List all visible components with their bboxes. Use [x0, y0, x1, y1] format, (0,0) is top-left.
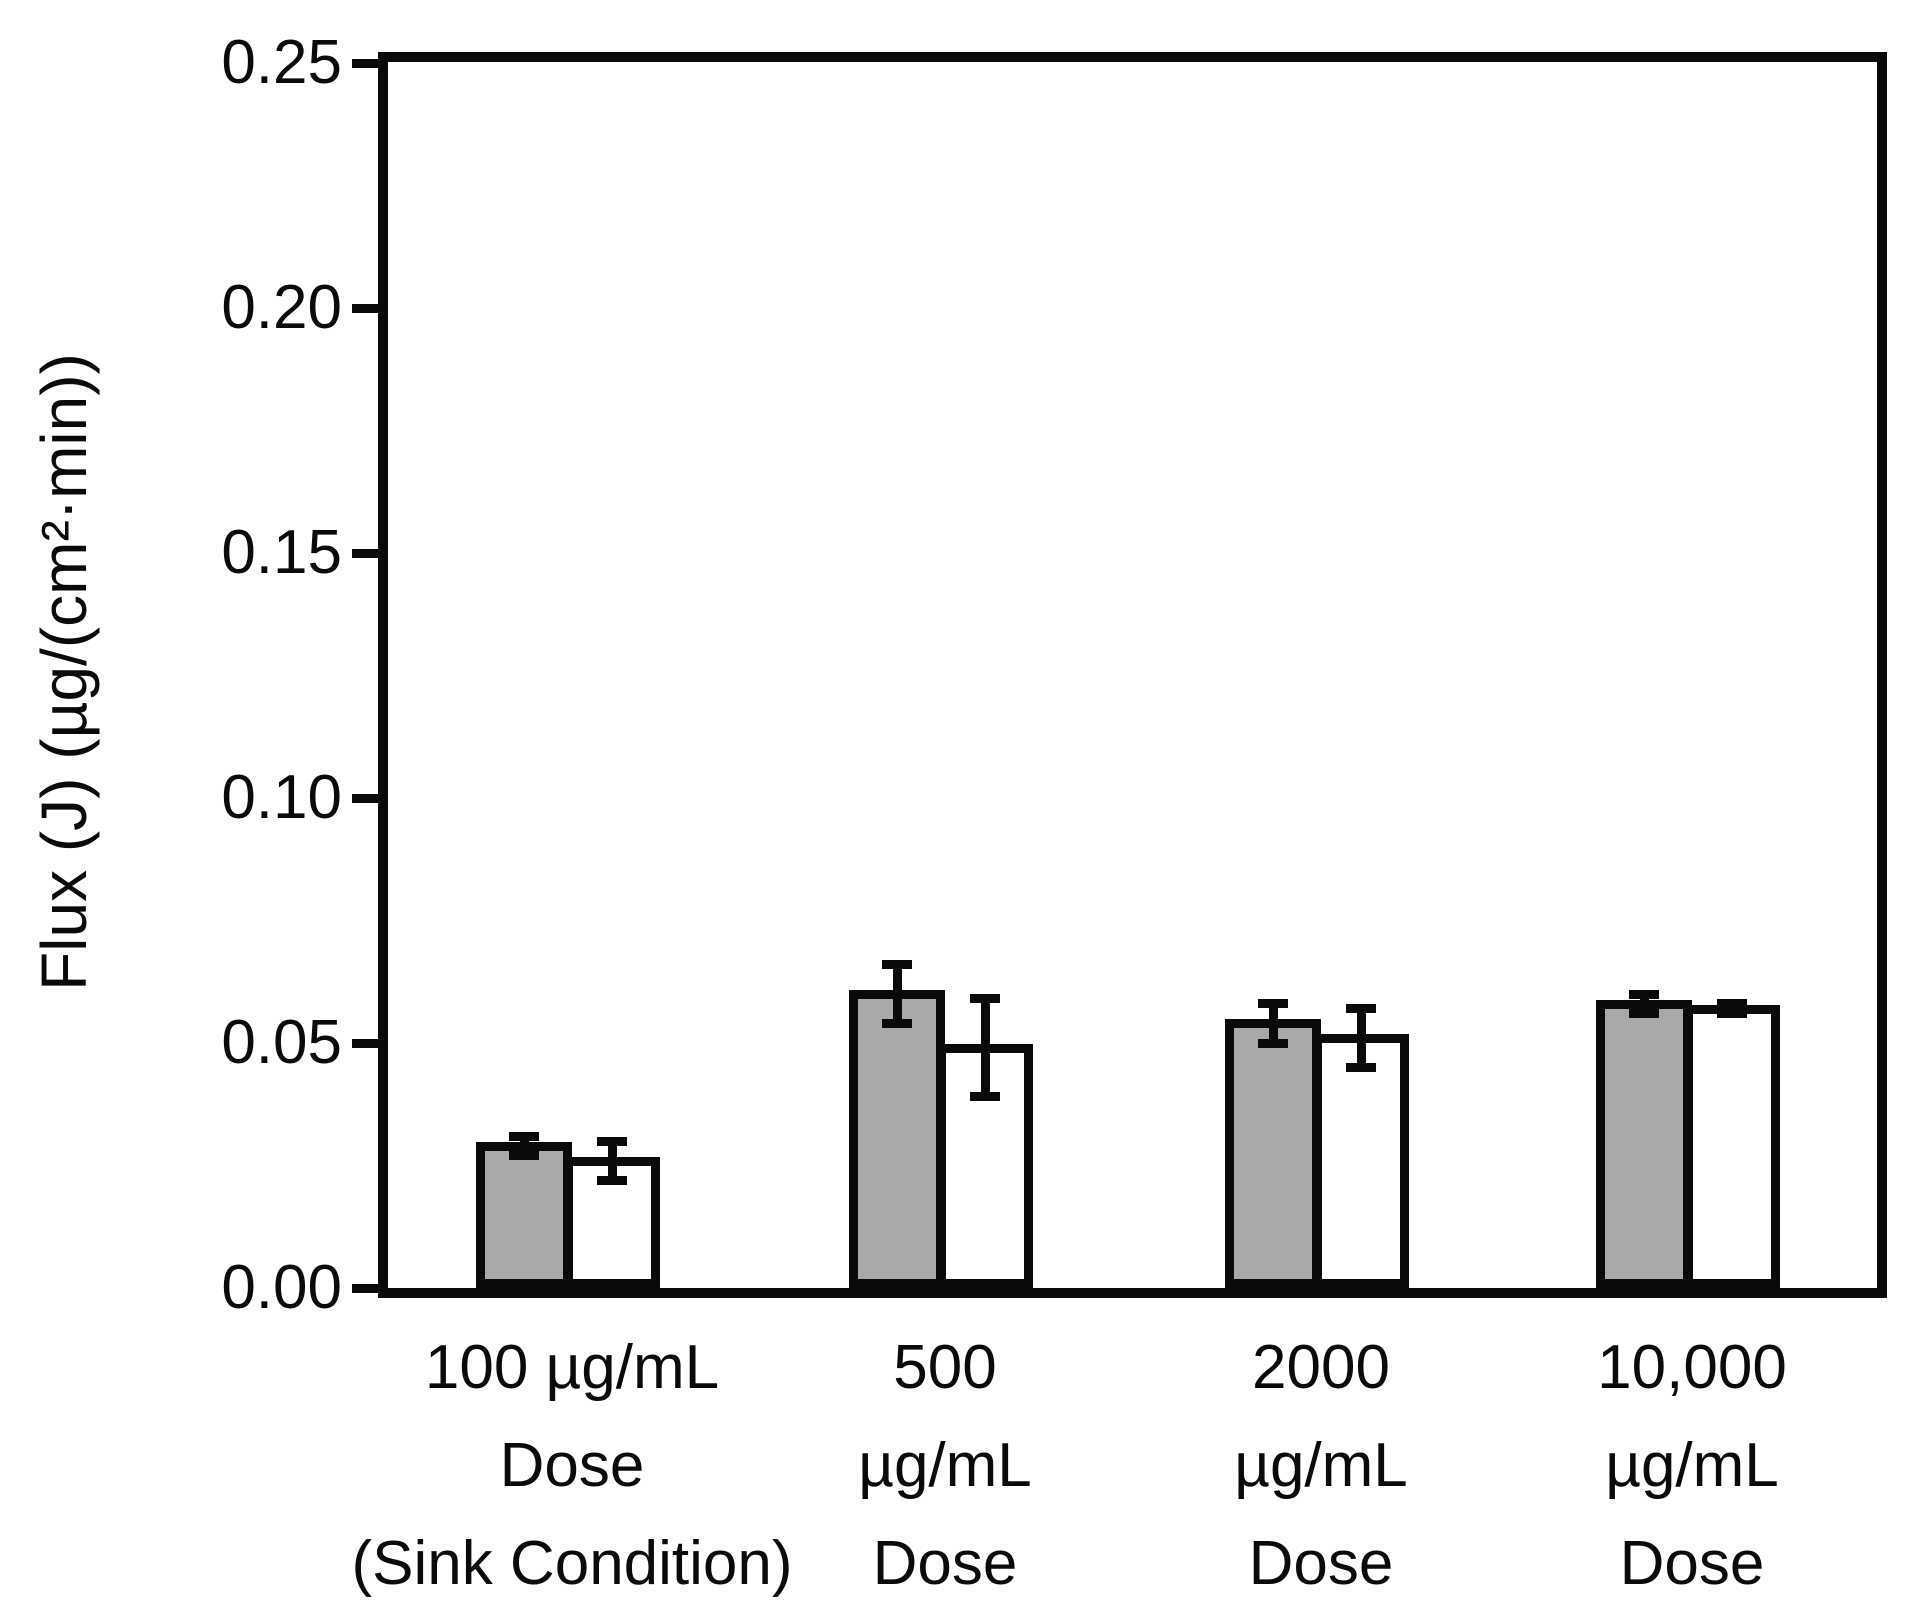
y-tick-label: 0.25: [221, 28, 342, 97]
error-bar-cap-bottom-white-bar-group4: [1717, 1009, 1747, 1019]
bar-gray-bar-group2: [849, 990, 945, 1288]
error-bar-line-gray-bar-group1: [519, 1136, 529, 1156]
y-tick-mark: [352, 1038, 378, 1048]
error-bar-cap-bottom-gray-bar-group1: [509, 1151, 539, 1161]
x-tick-label-group4-line2: µg/mL: [1605, 1431, 1779, 1500]
x-tick-label-group4-line3: Dose: [1619, 1529, 1765, 1598]
x-tick-label-group1-line3: (Sink Condition): [351, 1529, 793, 1598]
y-tick-mark: [352, 303, 378, 313]
error-bar-line-gray-bar-group4: [1639, 994, 1649, 1014]
x-tick-label-group1-line2: Dose: [499, 1431, 645, 1500]
y-tick-mark: [352, 1283, 378, 1293]
error-bar-cap-bottom-white-bar-group3: [1346, 1063, 1376, 1072]
bar-gray-bar-group1: [476, 1141, 572, 1288]
y-tick-label: 0.20: [221, 273, 342, 342]
error-bar-cap-bottom-white-bar-group2: [970, 1092, 1000, 1102]
x-tick-label-group2-line3: Dose: [872, 1529, 1018, 1598]
x-tick-label-group3-line3: Dose: [1248, 1529, 1394, 1598]
error-bar-line-gray-bar-group3: [1268, 1003, 1278, 1043]
x-tick-label-group3-line2: µg/mL: [1234, 1431, 1408, 1500]
error-bar-line-white-bar-group4: [1727, 1003, 1737, 1014]
bar-gray-bar-group4: [1596, 999, 1692, 1288]
y-axis-title: Flux (J) (µg/(cm²·min)): [28, 353, 100, 991]
y-tick-label: 0.15: [221, 518, 342, 587]
y-tick-label: 0.05: [221, 1008, 342, 1077]
y-tick-mark: [352, 548, 378, 558]
error-bar-cap-top-gray-bar-group4: [1629, 989, 1659, 999]
y-tick-mark: [352, 58, 378, 68]
y-tick-label: 0.00: [221, 1253, 342, 1322]
error-bar-cap-top-gray-bar-group3: [1258, 999, 1288, 1009]
bar-gray-bar-group3: [1225, 1019, 1321, 1288]
y-tick-label: 0.10: [221, 763, 342, 832]
error-bar-cap-top-gray-bar-group2: [882, 960, 912, 970]
error-bar-cap-top-gray-bar-group1: [509, 1131, 539, 1141]
y-tick-mark: [352, 793, 378, 803]
error-bar-cap-bottom-white-bar-group1: [597, 1175, 627, 1185]
error-bar-line-gray-bar-group2: [892, 964, 902, 1024]
x-tick-label-group1-line1: 100 µg/mL: [424, 1333, 720, 1402]
error-bar-cap-top-white-bar-group2: [970, 994, 1000, 1004]
error-bar-cap-top-white-bar-group4: [1717, 999, 1747, 1009]
x-tick-label-group3-line1: 2000: [1252, 1333, 1390, 1402]
error-bar-cap-top-white-bar-group1: [597, 1136, 627, 1146]
error-bar-cap-bottom-gray-bar-group4: [1629, 1009, 1659, 1019]
x-tick-label-group4-line1: 10,000: [1597, 1333, 1787, 1402]
error-bar-line-white-bar-group3: [1356, 1008, 1366, 1068]
x-tick-label-group2-line2: µg/mL: [858, 1431, 1032, 1500]
error-bar-line-white-bar-group2: [980, 998, 990, 1097]
bar-white-bar-group3: [1313, 1034, 1409, 1288]
error-bar-cap-top-white-bar-group3: [1346, 1004, 1376, 1014]
bar-white-bar-group4: [1684, 1004, 1780, 1288]
error-bar-cap-bottom-gray-bar-group3: [1258, 1038, 1288, 1048]
error-bar-line-white-bar-group1: [607, 1141, 617, 1181]
x-tick-label-group2-line1: 500: [893, 1333, 997, 1402]
error-bar-cap-bottom-gray-bar-group2: [882, 1018, 912, 1028]
